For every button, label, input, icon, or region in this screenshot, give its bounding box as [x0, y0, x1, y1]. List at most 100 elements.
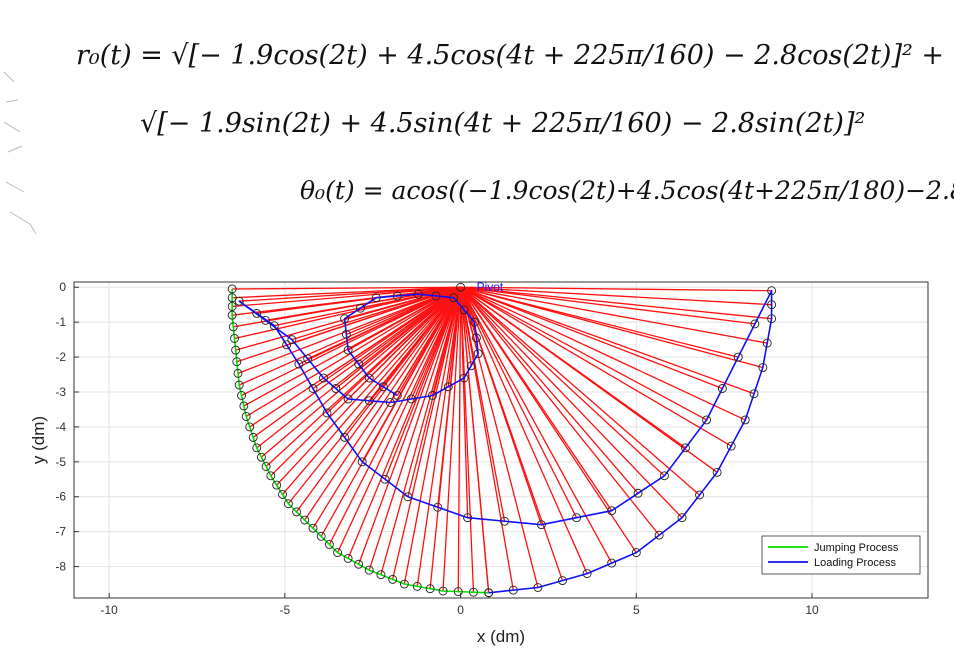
joint-marker: [234, 380, 244, 390]
formula-r0-line1: r₀(t) = √[− 1.9cos(2t) + 4.5cos(4t + 225…: [76, 40, 945, 71]
joint-marker: [232, 357, 242, 367]
joint-marker: [681, 443, 690, 453]
joint-marker: [364, 396, 374, 406]
rod-line: [460, 286, 613, 512]
joint-marker: [453, 587, 463, 597]
y-tick-label: -4: [55, 420, 66, 434]
rod-line: [360, 286, 461, 309]
rod-line: [460, 286, 755, 325]
x-axis-label: x (dm): [477, 627, 525, 646]
joint-marker: [364, 565, 374, 575]
sketch-fragment-image: [3, 71, 37, 235]
joint-marker: [292, 507, 302, 517]
rod-line: [460, 286, 700, 496]
joint-marker: [607, 506, 617, 516]
rod-line: [392, 287, 462, 580]
joint-marker: [227, 301, 237, 311]
rod-line: [459, 287, 465, 379]
joint-marker: [459, 305, 469, 315]
joint-marker: [234, 296, 244, 306]
joint-marker: [227, 310, 237, 320]
joint-marker: [357, 457, 367, 467]
joint-marker: [308, 384, 318, 393]
formula-r0-line2: √[− 1.9sin(2t) + 4.5sin(4t + 225π/160) −…: [140, 108, 866, 139]
rod-line: [358, 287, 462, 565]
rod-line: [460, 286, 665, 477]
rod-line: [460, 286, 613, 564]
rod-line: [437, 287, 462, 508]
joint-marker: [463, 513, 473, 523]
joint-marker: [695, 490, 705, 500]
joint-marker: [378, 382, 388, 392]
rod-line: [368, 286, 462, 379]
joint-marker: [376, 570, 386, 580]
joint-marker: [227, 284, 237, 294]
joint-marker: [466, 361, 476, 371]
joint-marker: [413, 289, 423, 299]
rod-line: [457, 287, 462, 592]
joint-marker: [278, 489, 287, 499]
joint-marker: [582, 569, 592, 579]
joint-marker: [241, 411, 251, 421]
joint-marker: [343, 394, 353, 404]
joint-marker: [733, 352, 743, 362]
rod-line: [304, 286, 462, 521]
x-tick-label: -10: [100, 603, 118, 617]
joint-marker: [316, 531, 326, 541]
legend-label: Loading Process: [814, 557, 896, 569]
series-curve-jumping: [231, 289, 489, 594]
joint-marker: [758, 363, 768, 372]
joint-marker: [300, 515, 310, 525]
rod-line: [459, 287, 543, 525]
joint-marker: [654, 530, 664, 540]
y-tick-label: -5: [55, 455, 66, 469]
rod-line: [403, 287, 462, 585]
rod-line: [347, 286, 461, 351]
joint-marker: [392, 291, 402, 301]
rod-line: [282, 286, 462, 495]
joint-marker: [308, 523, 318, 533]
joint-marker: [443, 382, 453, 392]
legend-label: Jumping Process: [814, 542, 899, 554]
joint-marker: [726, 441, 736, 451]
rod-line: [460, 286, 763, 369]
joint-marker: [406, 394, 416, 404]
y-tick-label: -8: [55, 560, 66, 574]
rod-line: [460, 286, 746, 421]
joint-marker: [473, 349, 483, 359]
joint-marker: [740, 415, 750, 425]
joint-marker: [388, 574, 398, 584]
rod-line: [416, 287, 462, 587]
joint-marker: [631, 548, 641, 558]
series-curve-loading: [238, 289, 773, 594]
rod-line: [460, 286, 660, 536]
rod-line: [335, 286, 461, 390]
y-tick-label: -1: [55, 315, 66, 329]
joint-marker: [231, 345, 241, 355]
y-tick-label: 0: [59, 280, 66, 294]
joint-marker: [340, 432, 350, 442]
rod-line: [336, 286, 462, 553]
rod-line: [442, 287, 462, 592]
joint-marker: [333, 548, 343, 558]
joint-marker: [403, 492, 413, 502]
x-tick-label: 10: [805, 603, 819, 617]
joint-marker: [294, 359, 304, 369]
rod-line: [460, 286, 686, 449]
rod-line: [410, 286, 462, 400]
joint-marker: [364, 373, 374, 383]
rod-line: [276, 286, 462, 486]
rod-line: [245, 286, 461, 417]
rod-line: [307, 286, 461, 360]
joint-marker: [319, 373, 328, 383]
joint-marker: [252, 443, 262, 453]
joint-marker: [354, 359, 364, 369]
joint-marker: [767, 314, 777, 324]
joint-marker: [343, 553, 353, 563]
joint-marker: [322, 408, 332, 418]
joint-marker: [252, 308, 262, 318]
joint-marker: [282, 340, 292, 350]
rod-line: [460, 286, 732, 447]
joint-marker: [340, 314, 350, 324]
